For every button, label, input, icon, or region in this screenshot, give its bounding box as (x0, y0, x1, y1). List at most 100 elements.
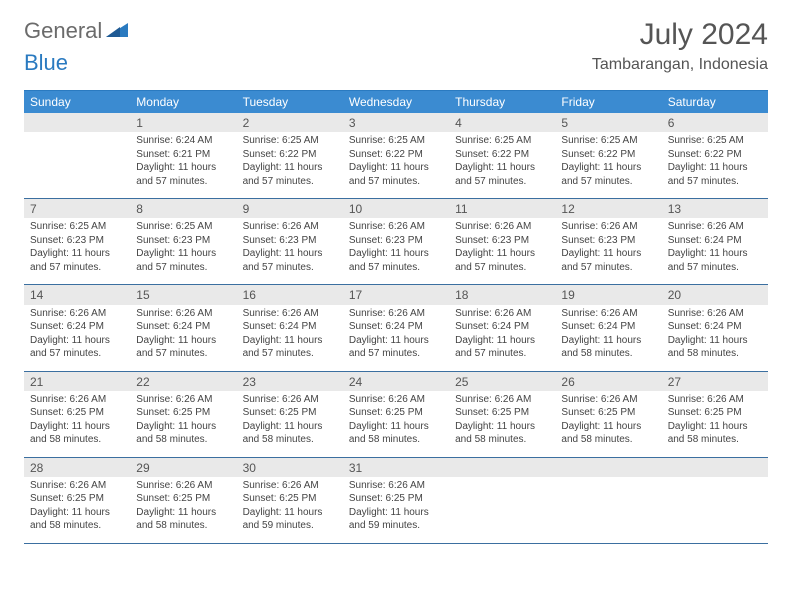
day-cell: Sunrise: 6:26 AMSunset: 6:24 PMDaylight:… (343, 305, 449, 371)
title-block: July 2024 Tambarangan, Indonesia (592, 18, 768, 74)
day-details: Sunrise: 6:26 AMSunset: 6:24 PMDaylight:… (662, 305, 768, 367)
day-details: Sunrise: 6:26 AMSunset: 6:25 PMDaylight:… (130, 391, 236, 453)
weekday-header-row: Sunday Monday Tuesday Wednesday Thursday… (24, 91, 768, 113)
day-cell: Sunrise: 6:26 AMSunset: 6:25 PMDaylight:… (662, 391, 768, 457)
day-cell: Sunrise: 6:26 AMSunset: 6:24 PMDaylight:… (449, 305, 555, 371)
daylight-text: Daylight: 11 hours and 57 minutes. (136, 247, 230, 274)
day-number (24, 113, 130, 132)
day-number (555, 458, 661, 477)
sunset-text: Sunset: 6:24 PM (455, 320, 549, 334)
day-details: Sunrise: 6:25 AMSunset: 6:22 PMDaylight:… (449, 132, 555, 194)
day-cell: Sunrise: 6:25 AMSunset: 6:23 PMDaylight:… (24, 218, 130, 284)
day-number-cell: 29 (130, 458, 236, 477)
day-number: 2 (237, 113, 343, 132)
day-number-cell: 20 (662, 285, 768, 304)
daylight-text: Daylight: 11 hours and 57 minutes. (349, 161, 443, 188)
weekday-header: Wednesday (343, 91, 449, 113)
day-number-cell: 5 (555, 113, 661, 132)
sunset-text: Sunset: 6:23 PM (349, 234, 443, 248)
day-cell: Sunrise: 6:26 AMSunset: 6:23 PMDaylight:… (343, 218, 449, 284)
day-cell: Sunrise: 6:25 AMSunset: 6:23 PMDaylight:… (130, 218, 236, 284)
sunrise-text: Sunrise: 6:26 AM (136, 479, 230, 493)
day-number: 30 (237, 458, 343, 477)
daylight-text: Daylight: 11 hours and 58 minutes. (668, 420, 762, 447)
sunset-text: Sunset: 6:25 PM (349, 492, 443, 506)
sunrise-text: Sunrise: 6:26 AM (561, 307, 655, 321)
daylight-text: Daylight: 11 hours and 58 minutes. (349, 420, 443, 447)
sunrise-text: Sunrise: 6:26 AM (668, 393, 762, 407)
sunrise-text: Sunrise: 6:26 AM (561, 393, 655, 407)
sunrise-text: Sunrise: 6:26 AM (349, 220, 443, 234)
sunrise-text: Sunrise: 6:25 AM (561, 134, 655, 148)
day-details: Sunrise: 6:25 AMSunset: 6:22 PMDaylight:… (343, 132, 449, 194)
day-cell: Sunrise: 6:26 AMSunset: 6:25 PMDaylight:… (449, 391, 555, 457)
day-cell: Sunrise: 6:26 AMSunset: 6:23 PMDaylight:… (555, 218, 661, 284)
sunrise-text: Sunrise: 6:26 AM (349, 479, 443, 493)
sunrise-text: Sunrise: 6:26 AM (243, 307, 337, 321)
daylight-text: Daylight: 11 hours and 57 minutes. (30, 247, 124, 274)
day-number (449, 458, 555, 477)
day-cell: Sunrise: 6:25 AMSunset: 6:22 PMDaylight:… (555, 132, 661, 198)
day-details: Sunrise: 6:26 AMSunset: 6:25 PMDaylight:… (237, 477, 343, 539)
day-number-cell: 7 (24, 199, 130, 218)
day-cell: Sunrise: 6:25 AMSunset: 6:22 PMDaylight:… (343, 132, 449, 198)
sunrise-text: Sunrise: 6:26 AM (349, 307, 443, 321)
daylight-text: Daylight: 11 hours and 57 minutes. (243, 161, 337, 188)
sunrise-text: Sunrise: 6:26 AM (136, 307, 230, 321)
sunrise-text: Sunrise: 6:26 AM (243, 479, 337, 493)
sunset-text: Sunset: 6:25 PM (561, 406, 655, 420)
daylight-text: Daylight: 11 hours and 58 minutes. (561, 334, 655, 361)
sunrise-text: Sunrise: 6:26 AM (243, 220, 337, 234)
daylight-text: Daylight: 11 hours and 57 minutes. (136, 334, 230, 361)
day-cell (24, 132, 130, 198)
day-details: Sunrise: 6:25 AMSunset: 6:22 PMDaylight:… (237, 132, 343, 194)
day-details: Sunrise: 6:26 AMSunset: 6:23 PMDaylight:… (343, 218, 449, 280)
week-row: Sunrise: 6:26 AMSunset: 6:24 PMDaylight:… (24, 305, 768, 372)
day-cell: Sunrise: 6:24 AMSunset: 6:21 PMDaylight:… (130, 132, 236, 198)
sunset-text: Sunset: 6:23 PM (30, 234, 124, 248)
day-details: Sunrise: 6:24 AMSunset: 6:21 PMDaylight:… (130, 132, 236, 194)
day-number-cell: 13 (662, 199, 768, 218)
day-number-cell (24, 113, 130, 132)
day-details: Sunrise: 6:26 AMSunset: 6:25 PMDaylight:… (449, 391, 555, 453)
day-cell: Sunrise: 6:26 AMSunset: 6:24 PMDaylight:… (24, 305, 130, 371)
day-details: Sunrise: 6:25 AMSunset: 6:22 PMDaylight:… (662, 132, 768, 194)
week-row: Sunrise: 6:24 AMSunset: 6:21 PMDaylight:… (24, 132, 768, 199)
day-number: 16 (237, 285, 343, 304)
day-cell: Sunrise: 6:26 AMSunset: 6:25 PMDaylight:… (130, 391, 236, 457)
day-cell: Sunrise: 6:26 AMSunset: 6:25 PMDaylight:… (343, 477, 449, 543)
week-row: Sunrise: 6:26 AMSunset: 6:25 PMDaylight:… (24, 477, 768, 544)
sunset-text: Sunset: 6:21 PM (136, 148, 230, 162)
day-cell: Sunrise: 6:26 AMSunset: 6:23 PMDaylight:… (237, 218, 343, 284)
day-number-cell: 10 (343, 199, 449, 218)
day-number: 5 (555, 113, 661, 132)
sunrise-text: Sunrise: 6:26 AM (455, 307, 549, 321)
day-number-cell (449, 458, 555, 477)
day-number-cell: 19 (555, 285, 661, 304)
day-number-cell: 21 (24, 372, 130, 391)
day-cell (555, 477, 661, 543)
sunset-text: Sunset: 6:25 PM (243, 492, 337, 506)
sunset-text: Sunset: 6:24 PM (668, 234, 762, 248)
day-number-cell (555, 458, 661, 477)
daylight-text: Daylight: 11 hours and 57 minutes. (455, 334, 549, 361)
day-number: 14 (24, 285, 130, 304)
day-number-cell: 27 (662, 372, 768, 391)
week-row: Sunrise: 6:26 AMSunset: 6:25 PMDaylight:… (24, 391, 768, 458)
daylight-text: Daylight: 11 hours and 58 minutes. (668, 334, 762, 361)
month-title: July 2024 (592, 18, 768, 52)
day-number-cell: 2 (237, 113, 343, 132)
day-number: 13 (662, 199, 768, 218)
weekday-header: Saturday (662, 91, 768, 113)
daylight-text: Daylight: 11 hours and 58 minutes. (243, 420, 337, 447)
sunset-text: Sunset: 6:25 PM (136, 492, 230, 506)
day-number-row: 123456 (24, 113, 768, 132)
sunrise-text: Sunrise: 6:25 AM (455, 134, 549, 148)
day-number-cell: 17 (343, 285, 449, 304)
sunrise-text: Sunrise: 6:26 AM (30, 307, 124, 321)
daylight-text: Daylight: 11 hours and 57 minutes. (455, 247, 549, 274)
day-number: 31 (343, 458, 449, 477)
sunset-text: Sunset: 6:22 PM (668, 148, 762, 162)
day-cell (449, 477, 555, 543)
daylight-text: Daylight: 11 hours and 58 minutes. (455, 420, 549, 447)
